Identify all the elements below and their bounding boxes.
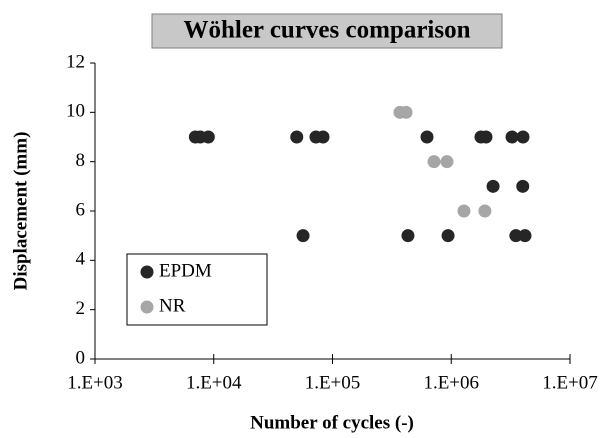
point <box>290 130 304 144</box>
x-tick-label: 1.E+06 <box>423 372 479 393</box>
title-box <box>151 13 503 49</box>
x-tick-label: 1.E+05 <box>305 372 361 393</box>
point <box>516 179 530 193</box>
x-axis-title: Number of cycles (-) <box>250 412 414 433</box>
x-tick-label: 1.E+03 <box>67 372 123 393</box>
point <box>401 229 415 243</box>
legend-marker <box>140 300 154 314</box>
y-tick-label: 8 <box>76 150 86 171</box>
point <box>441 229 455 243</box>
legend-box <box>126 253 268 326</box>
point <box>440 155 454 169</box>
y-tick-label: 12 <box>66 51 85 72</box>
legend-marker <box>140 265 154 279</box>
y-tick-label: 10 <box>66 101 85 122</box>
point <box>478 204 492 218</box>
point <box>296 229 310 243</box>
x-tick-label: 1.E+04 <box>186 372 242 393</box>
point <box>518 229 532 243</box>
point <box>505 130 519 144</box>
x-tick-label: 1.E+07 <box>542 372 598 393</box>
point <box>399 105 413 119</box>
y-axis-title: Displacement (mm) <box>10 132 31 291</box>
legend-label: NR <box>159 295 186 316</box>
y-tick-label: 4 <box>76 249 86 270</box>
point <box>201 130 215 144</box>
y-tick-label: 6 <box>76 199 86 220</box>
point <box>420 130 434 144</box>
point <box>316 130 330 144</box>
chart-title: Wöhler curves comparison <box>183 17 470 44</box>
point <box>509 229 523 243</box>
point <box>479 130 493 144</box>
point <box>486 179 500 193</box>
y-tick-label: 0 <box>76 347 86 368</box>
y-tick-label: 2 <box>76 298 86 319</box>
point <box>457 204 471 218</box>
point <box>516 130 530 144</box>
point <box>427 155 441 169</box>
legend-label: EPDM <box>159 260 212 281</box>
